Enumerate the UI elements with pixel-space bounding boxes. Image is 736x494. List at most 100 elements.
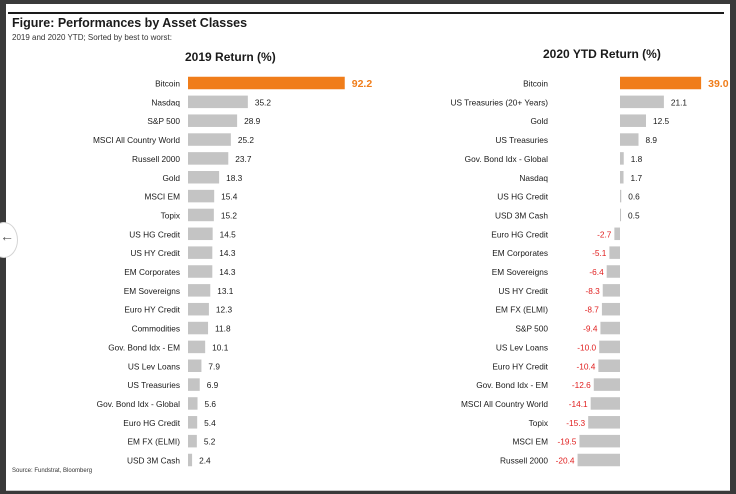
category-label-2020: S&P 500 bbox=[515, 324, 548, 334]
category-label-2019: S&P 500 bbox=[147, 116, 180, 126]
bar-2020 bbox=[614, 227, 620, 241]
value-label-2020: -6.4 bbox=[589, 267, 604, 277]
category-label-2020: EM Corporates bbox=[492, 248, 548, 258]
bar-2019 bbox=[188, 246, 213, 259]
value-label-2020: -8.7 bbox=[585, 305, 600, 315]
category-label-2019: Topix bbox=[161, 210, 181, 220]
category-label-2019: EM FX (ELMI) bbox=[127, 437, 180, 447]
category-label-2019: Gov. Bond Idx - Global bbox=[97, 399, 180, 409]
value-label-2020: 39.0 bbox=[708, 78, 729, 90]
bar-2019 bbox=[188, 189, 215, 203]
arrow-left-icon: ← bbox=[0, 228, 14, 244]
figure-subtitle: 2019 and 2020 YTD; Sorted by best to wor… bbox=[12, 33, 172, 42]
bar-2020 bbox=[620, 76, 702, 90]
value-label-2020: -2.7 bbox=[597, 229, 612, 239]
category-label-2020: US Treasuries (20+ Years) bbox=[450, 97, 548, 107]
value-label-2020: -9.4 bbox=[583, 324, 598, 334]
bar-2019 bbox=[188, 284, 211, 297]
bar-2019 bbox=[188, 359, 202, 372]
bar-2019 bbox=[188, 76, 345, 90]
chart-2020-title: 2020 YTD Return (%) bbox=[543, 47, 661, 61]
bar-2020 bbox=[620, 171, 624, 184]
bar-2020 bbox=[579, 434, 620, 448]
value-label-2019: 35.2 bbox=[255, 97, 272, 107]
value-label-2020: -20.4 bbox=[556, 456, 575, 466]
bar-2019 bbox=[188, 208, 214, 222]
value-label-2020: -10.4 bbox=[576, 361, 595, 371]
bar-2020 bbox=[601, 302, 620, 316]
value-label-2019: 5.2 bbox=[204, 437, 216, 447]
category-label-2019: Euro HG Credit bbox=[123, 418, 180, 428]
value-label-2019: 5.6 bbox=[205, 399, 217, 409]
category-label-2019: Euro HY Credit bbox=[124, 305, 180, 315]
value-label-2020: 1.7 bbox=[631, 173, 643, 183]
value-label-2020: -12.6 bbox=[572, 380, 591, 390]
bar-2020 bbox=[602, 284, 620, 297]
bar-2019 bbox=[188, 171, 220, 184]
value-label-2020: 8.9 bbox=[646, 135, 658, 145]
bar-2020 bbox=[600, 321, 620, 335]
category-label-2020: Euro HY Credit bbox=[492, 361, 548, 371]
value-label-2019: 15.4 bbox=[221, 192, 238, 202]
category-label-2020: MSCI EM bbox=[513, 437, 549, 447]
category-label-2020: Gov. Bond Idx - Global bbox=[465, 154, 548, 164]
bar-2019 bbox=[188, 133, 231, 146]
category-label-2019: US Treasuries bbox=[127, 380, 180, 390]
value-label-2020: -10.0 bbox=[577, 342, 596, 352]
figure-frame bbox=[6, 4, 730, 491]
value-label-2019: 11.8 bbox=[215, 324, 231, 334]
chart-2019-title: 2019 Return (%) bbox=[185, 50, 276, 64]
category-label-2020: EM Sovereigns bbox=[492, 267, 548, 277]
category-label-2019: MSCI EM bbox=[145, 192, 181, 202]
value-label-2019: 15.2 bbox=[221, 210, 238, 220]
category-label-2019: US HG Credit bbox=[129, 229, 180, 239]
category-label-2019: MSCI All Country World bbox=[93, 135, 180, 145]
value-label-2019: 6.9 bbox=[207, 380, 219, 390]
bar-2020 bbox=[577, 453, 620, 467]
category-label-2020: MSCI All Country World bbox=[461, 399, 548, 409]
category-label-2019: EM Corporates bbox=[124, 267, 180, 277]
category-label-2020: US HY Credit bbox=[498, 286, 548, 296]
value-label-2019: 28.9 bbox=[244, 116, 261, 126]
bar-2019 bbox=[188, 434, 197, 448]
bar-2019 bbox=[188, 397, 198, 410]
category-label-2019: Commodities bbox=[132, 324, 180, 334]
value-label-2020: -5.1 bbox=[592, 248, 607, 258]
value-label-2020: -14.1 bbox=[569, 399, 588, 409]
value-label-2020: -15.3 bbox=[566, 418, 585, 428]
value-label-2019: 14.3 bbox=[219, 248, 236, 258]
bar-2019 bbox=[188, 321, 209, 335]
bar-2020 bbox=[620, 133, 639, 146]
category-label-2020: USD 3M Cash bbox=[495, 210, 548, 220]
value-label-2020: -8.3 bbox=[585, 286, 600, 296]
category-label-2020: Bitcoin bbox=[523, 79, 548, 89]
category-label-2020: Euro HG Credit bbox=[491, 229, 548, 239]
bar-2019 bbox=[188, 416, 198, 429]
category-label-2019: Gold bbox=[162, 173, 180, 183]
category-label-2019: Russell 2000 bbox=[132, 154, 180, 164]
category-label-2019: US Lev Loans bbox=[128, 361, 180, 371]
value-label-2019: 12.3 bbox=[216, 305, 233, 315]
value-label-2019: 7.9 bbox=[208, 361, 220, 371]
value-label-2019: 23.7 bbox=[235, 154, 252, 164]
value-label-2019: 13.1 bbox=[217, 286, 234, 296]
value-label-2020: 21.1 bbox=[671, 97, 688, 107]
category-label-2019: Gov. Bond Idx - EM bbox=[108, 342, 180, 352]
category-label-2020: US Treasuries bbox=[495, 135, 548, 145]
bar-2019 bbox=[188, 378, 200, 391]
bar-2020 bbox=[609, 246, 620, 259]
bar-2019 bbox=[188, 340, 206, 354]
value-label-2019: 5.4 bbox=[204, 418, 216, 428]
category-label-2020: US HG Credit bbox=[497, 192, 548, 202]
bar-2019 bbox=[188, 265, 213, 278]
category-label-2020: Gold bbox=[530, 116, 548, 126]
bar-2019 bbox=[188, 302, 209, 316]
category-label-2019: Nasdaq bbox=[151, 97, 180, 107]
bar-2019 bbox=[188, 152, 229, 165]
top-rule bbox=[8, 12, 724, 14]
bar-2020 bbox=[620, 152, 624, 165]
value-label-2020: 12.5 bbox=[653, 116, 670, 126]
category-label-2019: USD 3M Cash bbox=[127, 456, 180, 466]
value-label-2020: 0.6 bbox=[628, 192, 640, 202]
